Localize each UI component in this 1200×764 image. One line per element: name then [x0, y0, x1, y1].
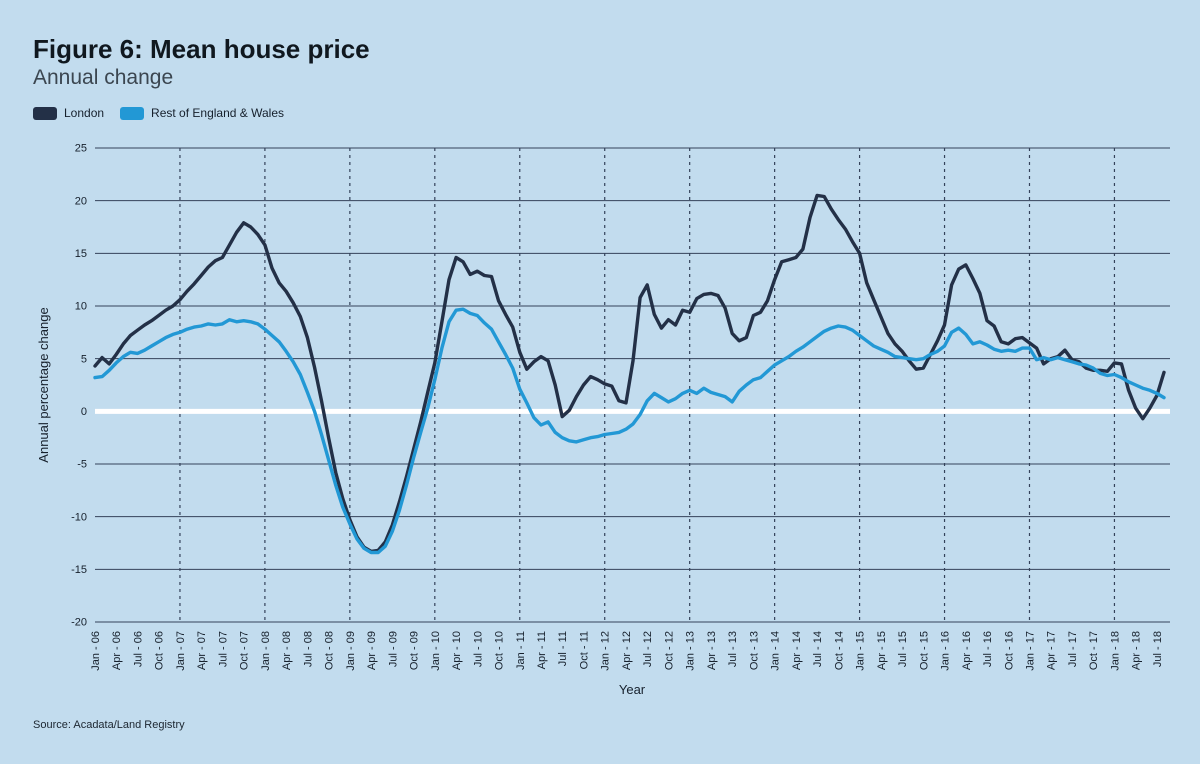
x-axis-title: Year: [619, 682, 646, 697]
y-tick-label: 5: [81, 353, 87, 365]
series-layer: [93, 193, 1166, 555]
x-tick-label: Jul - 11: [557, 631, 569, 666]
x-tick-label: Jul - 10: [472, 631, 484, 667]
x-tick-label: Apr - 09: [366, 631, 378, 670]
series-line-rest-of-england-wales: [93, 307, 1166, 555]
x-tick-label: Oct - 10: [494, 631, 506, 670]
x-tick-label: Jan - 12: [600, 631, 612, 671]
x-tick-label: Jan - 14: [770, 631, 782, 671]
london-series-swatch: [33, 106, 57, 120]
x-tick-label: Apr - 17: [1046, 631, 1058, 670]
x-tick-label: Jan - 06: [90, 631, 102, 671]
x-tick-label: Oct - 14: [833, 631, 845, 670]
chart-legend: London Rest of England & Wales: [33, 106, 284, 120]
x-tick-label: Oct - 06: [154, 631, 166, 670]
figure-title: Figure 6: Mean house price: [33, 34, 370, 64]
x-tick-label: Jan - 13: [685, 631, 697, 671]
x-tick-label: Apr - 12: [621, 631, 633, 670]
x-tick-label: Jul - 15: [897, 631, 909, 667]
x-tick-label: Jan - 11: [515, 631, 527, 670]
x-tick-label: Oct - 13: [748, 631, 760, 670]
x-tick-label: Jul - 16: [982, 631, 994, 667]
figure-subtitle: Annual change: [33, 66, 174, 89]
x-tick-label: Jul - 17: [1067, 631, 1079, 667]
x-tick-label: Jan - 09: [345, 631, 357, 671]
x-tick-label: Jul - 07: [217, 631, 229, 667]
legend-label-london: London: [64, 106, 105, 120]
y-tick-label: -20: [71, 617, 87, 629]
x-tick-label: Jul - 09: [387, 631, 399, 667]
x-tick-label: Oct - 15: [918, 631, 930, 670]
rest-of-england-wales-series-swatch: [120, 106, 145, 120]
legend-item-rest-of-england-wales: Rest of England & Wales: [120, 106, 284, 120]
x-tick-label: Apr - 18: [1131, 631, 1143, 670]
source-note: Source: Acadata/Land Registry: [33, 719, 185, 731]
legend-item-london: London: [33, 106, 104, 120]
x-tick-label: Apr - 14: [791, 631, 803, 670]
x-tick-label: Jan - 08: [260, 631, 272, 671]
x-tick-label: Jan - 15: [855, 631, 867, 671]
y-axis-title: Annual percentage change: [36, 307, 51, 462]
x-tick-label: Jan - 16: [940, 631, 952, 671]
grid-layer: [95, 147, 1170, 623]
x-tick-label: Jan - 17: [1024, 631, 1036, 671]
x-tick-label: Oct - 17: [1088, 631, 1100, 670]
x-tick-label: Jul - 14: [812, 631, 824, 667]
x-tick-label: Apr - 13: [706, 631, 718, 670]
x-tick-label: Jan - 10: [430, 631, 442, 671]
x-tick-label: Oct - 11: [578, 631, 590, 669]
x-tick-label: Jul - 08: [302, 631, 314, 667]
y-tick-label: 25: [75, 143, 87, 155]
y-tick-label: -10: [71, 511, 87, 523]
x-tick-label: Jan - 07: [175, 631, 187, 671]
x-tick-label: Apr - 15: [876, 631, 888, 670]
x-tick-label: Apr - 16: [961, 631, 973, 670]
x-tick-label: Jul - 18: [1152, 631, 1164, 667]
x-tick-label: Apr - 11: [536, 631, 548, 669]
y-tick-label: -15: [71, 564, 87, 576]
x-tick-label: Oct - 16: [1003, 631, 1015, 670]
series-line-london: [93, 193, 1166, 554]
x-tick-label: Oct - 07: [239, 631, 251, 670]
x-tick-label: Apr - 08: [281, 631, 293, 670]
y-tick-label: 10: [75, 301, 87, 313]
x-tick-label: Apr - 07: [196, 631, 208, 670]
x-tick-label: Apr - 06: [111, 631, 123, 670]
x-tick-label: Oct - 08: [324, 631, 336, 670]
y-tick-label: -5: [77, 459, 87, 471]
x-tick-label: Jan - 18: [1109, 631, 1121, 671]
y-tick-label: 15: [75, 248, 87, 260]
y-tick-label: 0: [81, 406, 87, 418]
x-tick-label: Jul - 13: [727, 631, 739, 667]
y-tick-label: 20: [75, 195, 87, 207]
legend-label-rest-of-england-wales: Rest of England & Wales: [151, 106, 285, 120]
x-tick-label: Jul - 06: [132, 631, 144, 667]
x-tick-label: Jul - 12: [642, 631, 654, 667]
x-tick-label: Apr - 10: [451, 631, 463, 670]
x-tick-label: Oct - 09: [409, 631, 421, 670]
x-tick-label: Oct - 12: [663, 631, 675, 670]
